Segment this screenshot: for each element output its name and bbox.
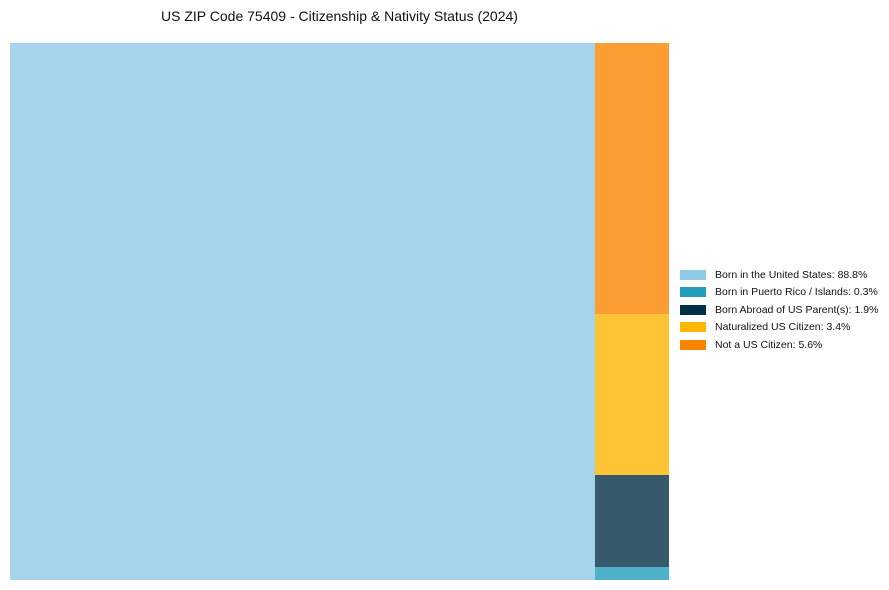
- legend-swatch: [680, 304, 706, 315]
- legend-label: Born in the United States: 88.8%: [715, 268, 868, 281]
- tile-born-puerto-rico: [595, 567, 669, 580]
- legend-item: Not a US Citizen: 5.6%: [680, 336, 878, 354]
- legend-swatch: [680, 339, 706, 350]
- legend-swatch: [680, 269, 706, 280]
- tile-born-abroad-us-parents: [595, 475, 669, 567]
- tile-born-in-us: [10, 43, 595, 580]
- tile-naturalized: [595, 314, 669, 475]
- legend-item: Naturalized US Citizen: 3.4%: [680, 319, 878, 337]
- legend-label: Born in Puerto Rico / Islands: 0.3%: [715, 286, 878, 299]
- legend-item: Born Abroad of US Parent(s): 1.9%: [680, 301, 878, 319]
- legend-item: Born in the United States: 88.8%: [680, 266, 878, 284]
- legend-label: Not a US Citizen: 5.6%: [715, 338, 823, 351]
- legend-swatch: [680, 322, 706, 333]
- legend-label: Born Abroad of US Parent(s): 1.9%: [715, 303, 879, 316]
- legend: Born in the United States: 88.8% Born in…: [680, 266, 878, 354]
- chart-title: US ZIP Code 75409 - Citizenship & Nativi…: [161, 8, 518, 24]
- tile-not-us-citizen: [595, 43, 669, 314]
- legend-item: Born in Puerto Rico / Islands: 0.3%: [680, 284, 878, 302]
- legend-label: Naturalized US Citizen: 3.4%: [715, 321, 851, 334]
- legend-swatch: [680, 287, 706, 298]
- treemap: [10, 43, 669, 580]
